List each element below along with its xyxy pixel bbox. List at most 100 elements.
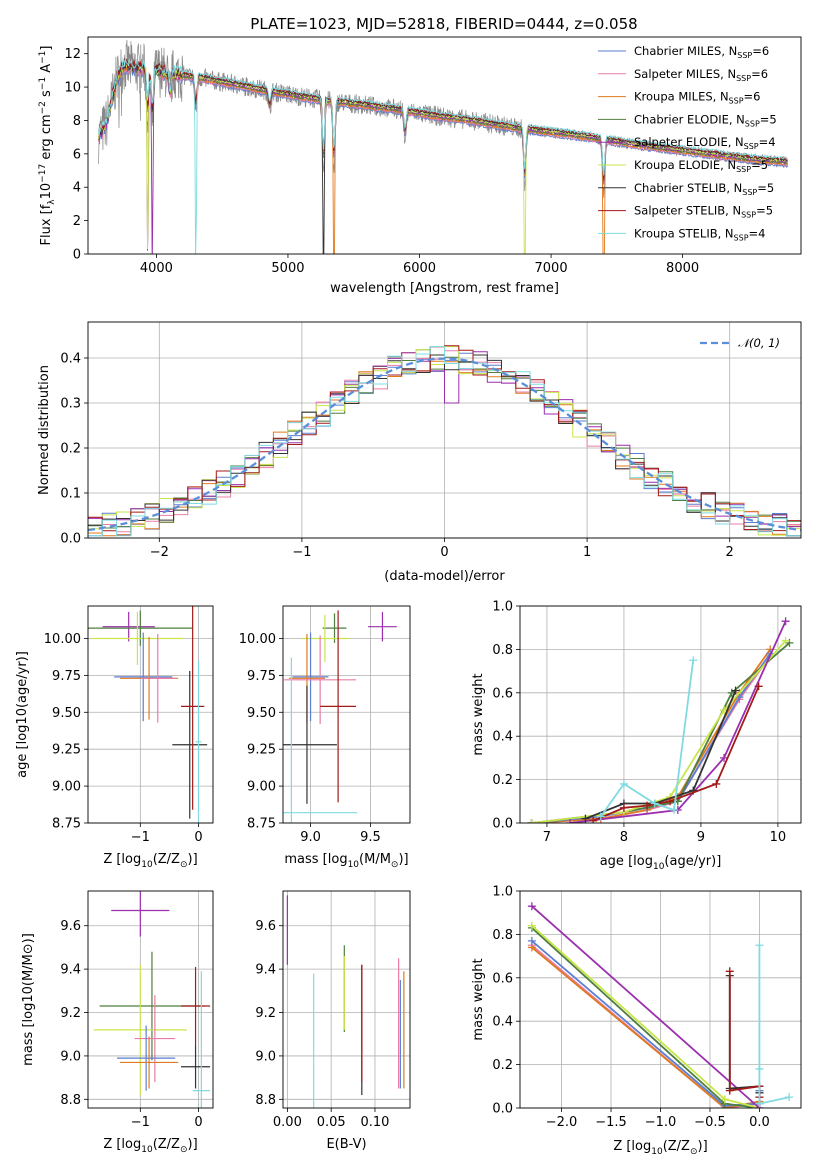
- x-axis-label-part: Z [log: [103, 1137, 141, 1152]
- y-tick-label: 4: [73, 181, 81, 196]
- plus-marker: [781, 636, 790, 645]
- axes-frame: [87, 321, 802, 539]
- legend-entry-tail: =5: [760, 112, 777, 126]
- y-axis-label-part: ]: [39, 46, 54, 51]
- y-tick-label: 8.75: [52, 817, 81, 832]
- errorbar-point: [93, 964, 187, 1095]
- x-axis-label-part: 10: [141, 860, 153, 870]
- x-axis-label: E(B-V): [326, 1137, 366, 1152]
- mass-weight-line: [728, 971, 761, 1098]
- y-tick-label: 9.6: [60, 919, 81, 934]
- plot-area: [98, 39, 789, 254]
- errorbar-point: [134, 995, 176, 1082]
- y-axis-label-part: s: [39, 90, 54, 101]
- plus-marker: [755, 1064, 764, 1073]
- axes-frame: [282, 605, 411, 824]
- plus-marker: [527, 819, 536, 823]
- x-tick-label: 0.05: [317, 1115, 346, 1130]
- y-axis-label-part: mass [log: [21, 1003, 36, 1066]
- y-axis-label: mass weight: [471, 673, 486, 755]
- plus-marker: [689, 656, 698, 665]
- errorbar-point: [181, 1045, 211, 1089]
- plus-marker: [669, 805, 678, 814]
- x-tick-label: −1: [131, 1115, 150, 1130]
- mass-weight-line: [531, 640, 787, 823]
- y-axis-label-part: −1: [38, 77, 48, 90]
- legend-entry-sub: SSP: [741, 211, 756, 220]
- x-tick-label: 7000: [535, 261, 568, 276]
- legend-entry: 𝒩(0, 1): [738, 336, 780, 350]
- x-tick-label: 7: [543, 830, 551, 845]
- mass-weight-line: [531, 927, 761, 1108]
- gaussian-curve: [88, 357, 801, 532]
- x-tick-label: 8: [620, 830, 628, 845]
- legend-entry-base: Salpeter ELODIE, N: [634, 135, 744, 149]
- model-line-kroupa-stelib: [98, 56, 788, 254]
- grid: [88, 891, 213, 1108]
- x-tick-label: 5000: [271, 261, 304, 276]
- plus-marker: [720, 1095, 729, 1104]
- y-tick-label: 0.2: [492, 773, 513, 788]
- legend-entry-tail: =5: [751, 158, 768, 172]
- mass-weight-line: [531, 925, 761, 1108]
- legend-entry-sub: SSP: [729, 97, 744, 106]
- y-tick-label: 8.8: [60, 1093, 81, 1108]
- errorbar-point: [114, 632, 173, 722]
- legend-entry: Salpeter MILES, NSSP=6: [634, 67, 768, 83]
- x-tick-label: 0.0: [749, 1115, 770, 1130]
- plot-area: [286, 895, 405, 1108]
- y-tick-label: 0.2: [60, 442, 81, 457]
- legend-entry: Chabrier MILES, NSSP=6: [634, 44, 769, 60]
- legend-entry: Kroupa STELIB, NSSP=4: [634, 226, 765, 242]
- x-tick-label: 0: [440, 545, 448, 560]
- legend-entry-sub: SSP: [742, 188, 757, 197]
- errorbar-point: [117, 1025, 176, 1091]
- y-axis-label-part: λ: [47, 199, 57, 205]
- y-axis-label: Normed distribution: [37, 365, 52, 495]
- y-axis-label-part: (age/yr)]: [15, 651, 30, 708]
- x-axis-label-part: 10: [653, 862, 665, 872]
- x-tick-label: 2: [726, 545, 734, 560]
- y-tick-label: 0.6: [492, 971, 513, 986]
- x-tick-label: 10: [770, 830, 787, 845]
- legend-entry-tail: =6: [752, 44, 769, 58]
- plus-marker: [725, 967, 734, 976]
- y-tick-label: 0.3: [60, 397, 81, 412]
- x-axis-label: (data-model)/error: [384, 569, 505, 584]
- y-axis-label: mass [log10(M/M⊙)]: [21, 933, 36, 1066]
- plot-area: [527, 902, 794, 1108]
- legend-entry-tail: =6: [744, 90, 761, 104]
- plus-marker: [725, 1086, 734, 1095]
- x-axis-label: Z [log10(Z/Z⊙)]: [103, 852, 197, 870]
- plus-marker: [619, 779, 628, 788]
- x-axis-label: Z [log10(Z/Z⊙)]: [103, 1137, 197, 1155]
- legend-entry-base: Kroupa STELIB, N: [634, 226, 734, 240]
- x-tick-label: 9: [697, 830, 705, 845]
- plus-marker: [755, 941, 764, 950]
- panel-age_vs_mass: 9.0 9.5 8.75 9.00 9.25 9.50 9.75 10.00 mass [log…: [239, 605, 411, 870]
- errorbar-point: [90, 611, 184, 666]
- legend-entry-base: Kroupa ELODIE, N: [634, 158, 736, 172]
- x-tick-label: 9.0: [300, 830, 321, 845]
- y-tick-label: 10.00: [239, 632, 276, 647]
- x-tick-label: 8000: [666, 261, 699, 276]
- plus-marker: [527, 902, 536, 911]
- y-axis-label-part: )]: [21, 933, 36, 943]
- y-axis-label-part: −17: [38, 164, 48, 183]
- plus-marker: [527, 936, 536, 945]
- plot-area: [88, 606, 208, 823]
- errorbar-point: [300, 614, 349, 663]
- x-tick-label: −1: [131, 830, 150, 845]
- x-axis-label-part: (age/yr)]: [664, 854, 721, 869]
- errorbar-point: [88, 610, 193, 646]
- model-line-kroupa-elodie: [98, 60, 788, 254]
- plot-area: [283, 610, 397, 823]
- y-axis-label: age [log10(age/yr)]: [15, 651, 30, 778]
- errorbar-point: [119, 1036, 179, 1089]
- errorbar-point: [195, 660, 202, 823]
- mass-weight-line: [569, 620, 787, 823]
- y-tick-label: 8.75: [247, 817, 276, 832]
- panel-residual_hist: −2 −1 0 1 2 0.0 0.1 0.2 0.3 0.4 (data-model)/error…: [37, 321, 802, 584]
- y-axis-label: Flux [fλ10−17 erg cm−2 s−1 A−1]: [38, 46, 57, 246]
- x-tick-label: −2.0: [546, 1115, 578, 1130]
